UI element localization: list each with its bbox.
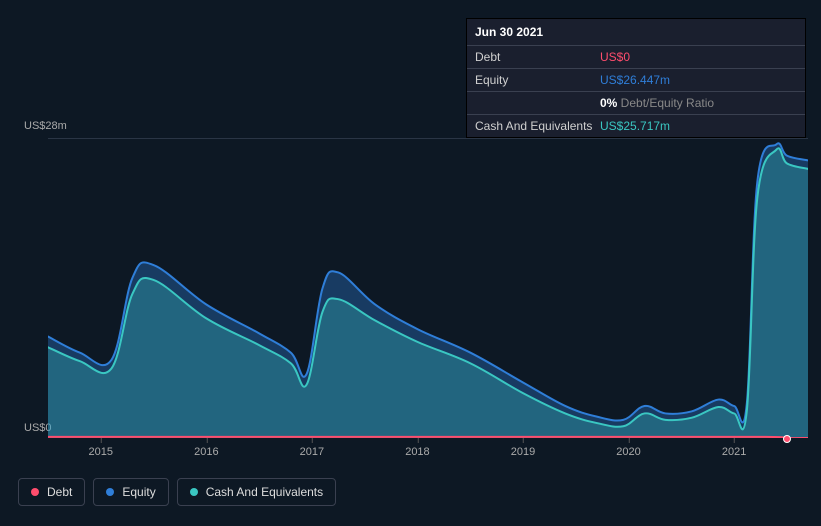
debt-marker (783, 435, 791, 443)
legend-item-debt[interactable]: Debt (18, 478, 85, 506)
x-tick: 2017 (300, 446, 324, 458)
legend-dot-debt (31, 488, 39, 496)
chart-plot[interactable] (48, 138, 808, 438)
chart-svg (48, 139, 808, 438)
legend-label-equity: Equity (122, 485, 155, 499)
tooltip-debt-value: US$0 (600, 50, 797, 64)
tooltip-row-debt: Debt US$0 (467, 46, 805, 69)
tooltip-equity-value: US$26.447m (600, 73, 797, 87)
x-tick: 2019 (511, 446, 535, 458)
y-axis-max-label: US$28m (24, 120, 67, 132)
legend-label-debt: Debt (47, 485, 72, 499)
x-tick: 2016 (194, 446, 218, 458)
legend-item-cash[interactable]: Cash And Equivalents (177, 478, 336, 506)
x-tick: 2015 (89, 446, 113, 458)
tooltip-equity-label: Equity (475, 73, 600, 87)
x-tick: 2020 (616, 446, 640, 458)
x-tick: 2021 (722, 446, 746, 458)
legend-label-cash: Cash And Equivalents (206, 485, 323, 499)
tooltip-debt-label: Debt (475, 50, 600, 64)
x-axis: 2015 2016 2017 2018 2019 2020 2021 (48, 444, 808, 464)
tooltip-row-ratio: 0% Debt/Equity Ratio (467, 92, 805, 115)
legend-dot-cash (190, 488, 198, 496)
legend: Debt Equity Cash And Equivalents (18, 478, 336, 506)
tooltip-ratio-spacer (475, 96, 600, 110)
legend-item-equity[interactable]: Equity (93, 478, 168, 506)
tooltip-ratio: 0% Debt/Equity Ratio (600, 96, 797, 110)
x-tick: 2018 (405, 446, 429, 458)
tooltip-ratio-pct: 0% (600, 96, 617, 110)
chart-area: US$28m US$0 2015201620172018201920202021 (18, 120, 808, 470)
legend-dot-equity (106, 488, 114, 496)
tooltip-date: Jun 30 2021 (467, 19, 805, 46)
tooltip-row-equity: Equity US$26.447m (467, 69, 805, 92)
tooltip-ratio-label: Debt/Equity Ratio (617, 96, 714, 110)
